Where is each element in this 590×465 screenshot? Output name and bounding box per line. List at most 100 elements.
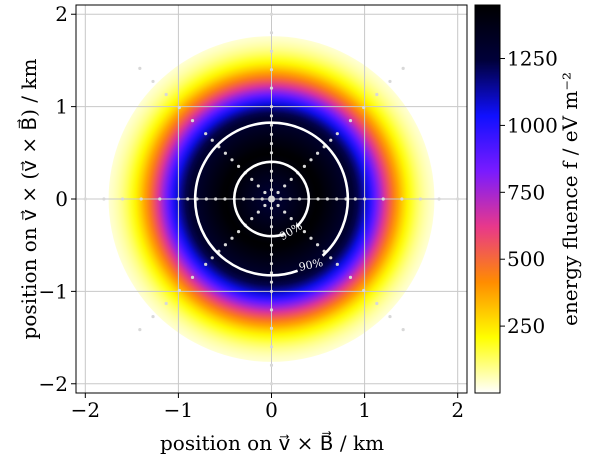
antenna-point: [316, 197, 320, 201]
antenna-point: [302, 230, 307, 234]
antenna-point: [102, 197, 106, 201]
antenna-point: [269, 289, 274, 293]
colorbar-tick-label: 1000: [507, 113, 558, 137]
antenna-point: [315, 243, 320, 247]
antenna-point: [241, 197, 246, 201]
antenna-point: [325, 197, 329, 201]
antenna-point: [302, 164, 307, 168]
colorbar-tick-label: 250: [507, 314, 545, 338]
y-tick-label: 0: [55, 187, 68, 211]
antenna-point: [381, 197, 385, 201]
antenna-point: [309, 158, 313, 162]
antenna-point: [329, 138, 333, 142]
antenna-point: [269, 345, 274, 349]
antenna-point: [177, 288, 181, 293]
antenna-point: [204, 197, 208, 201]
antenna-point: [269, 243, 274, 247]
antenna-point: [204, 262, 208, 266]
antenna-point: [256, 210, 260, 214]
x-axis: −2 −1 0 1 2: [71, 393, 464, 422]
antenna-point: [335, 132, 339, 136]
x-tick-label: −2: [71, 398, 100, 422]
contour-line: [193, 121, 350, 277]
antenna-point: [250, 216, 254, 221]
y-tick-label: −1: [39, 279, 68, 303]
antenna-point: [269, 188, 274, 192]
antenna-point: [456, 197, 460, 201]
antenna-point: [177, 105, 181, 110]
x-tick-label: 1: [358, 398, 371, 422]
antenna-point: [269, 151, 274, 155]
antenna-point: [269, 132, 274, 136]
colorbar-tick-label: 750: [507, 180, 545, 204]
antenna-point: [289, 177, 293, 182]
antenna-point: [418, 197, 423, 201]
antenna-point: [329, 256, 333, 260]
antenna-point: [190, 119, 195, 123]
colorbar-tick-label: 1250: [507, 47, 558, 71]
y-tick-label: 1: [55, 95, 68, 119]
x-tick-label: 0: [265, 398, 278, 422]
y-axis: −2 −1 0 1 2: [39, 2, 76, 396]
antenna-point: [276, 190, 280, 195]
antenna-point: [309, 236, 313, 240]
antenna-point: [401, 328, 405, 332]
antenna-point: [139, 197, 143, 201]
antenna-point-center: [268, 195, 275, 203]
antenna-star: [83, 12, 460, 386]
antenna-point: [151, 79, 155, 84]
antenna-point: [276, 203, 280, 208]
antenna-point: [269, 178, 274, 183]
antenna-point: [289, 216, 293, 221]
y-axis-title: position on v⃗ × (v⃗ × B⃗) / km: [16, 58, 41, 339]
antenna-point: [269, 114, 274, 118]
antenna-point: [223, 243, 228, 247]
antenna-point: [279, 197, 283, 201]
antenna-point: [348, 119, 353, 123]
antenna-point: [251, 197, 255, 201]
antenna-point: [269, 49, 274, 53]
antenna-point: [158, 197, 162, 201]
antenna-point: [269, 326, 274, 330]
antenna-point: [288, 197, 292, 201]
antenna-point: [269, 31, 274, 35]
colorbar-ticks: 250 500 750 1000 1250: [500, 47, 558, 338]
y-tick-label: 2: [55, 2, 68, 26]
contour-line: [232, 160, 311, 238]
antenna-point: [269, 252, 274, 257]
antenna-point: [353, 197, 357, 201]
antenna-point: [437, 197, 441, 201]
antenna-point: [375, 92, 379, 97]
colorbar-tick-label: 500: [507, 247, 545, 271]
antenna-point: [230, 158, 234, 162]
antenna-point: [236, 164, 241, 168]
antenna-point: [210, 138, 214, 142]
antenna-point: [138, 328, 142, 332]
antenna-point: [256, 184, 260, 188]
antenna-point: [335, 262, 339, 266]
antenna-point: [236, 230, 241, 234]
antenna-point: [263, 203, 267, 208]
antenna-point: [335, 197, 339, 201]
x-tick-label: −1: [164, 398, 193, 422]
antenna-point: [269, 382, 274, 386]
antenna-point: [260, 197, 264, 201]
antenna-point: [138, 66, 142, 70]
antenna-point: [400, 197, 404, 201]
antenna-point: [375, 301, 379, 306]
antenna-point: [362, 197, 367, 201]
colorbar: [474, 4, 501, 394]
antenna-point: [388, 79, 392, 84]
antenna-point: [269, 86, 274, 90]
antenna-point: [269, 280, 274, 284]
antenna-point: [269, 363, 274, 367]
antenna-point: [269, 262, 274, 266]
antenna-point: [186, 197, 190, 201]
antenna-point: [269, 308, 274, 312]
antenna-point: [269, 123, 274, 127]
antenna-point: [210, 256, 214, 260]
antenna-point: [269, 215, 274, 220]
antenna-point: [388, 314, 392, 319]
